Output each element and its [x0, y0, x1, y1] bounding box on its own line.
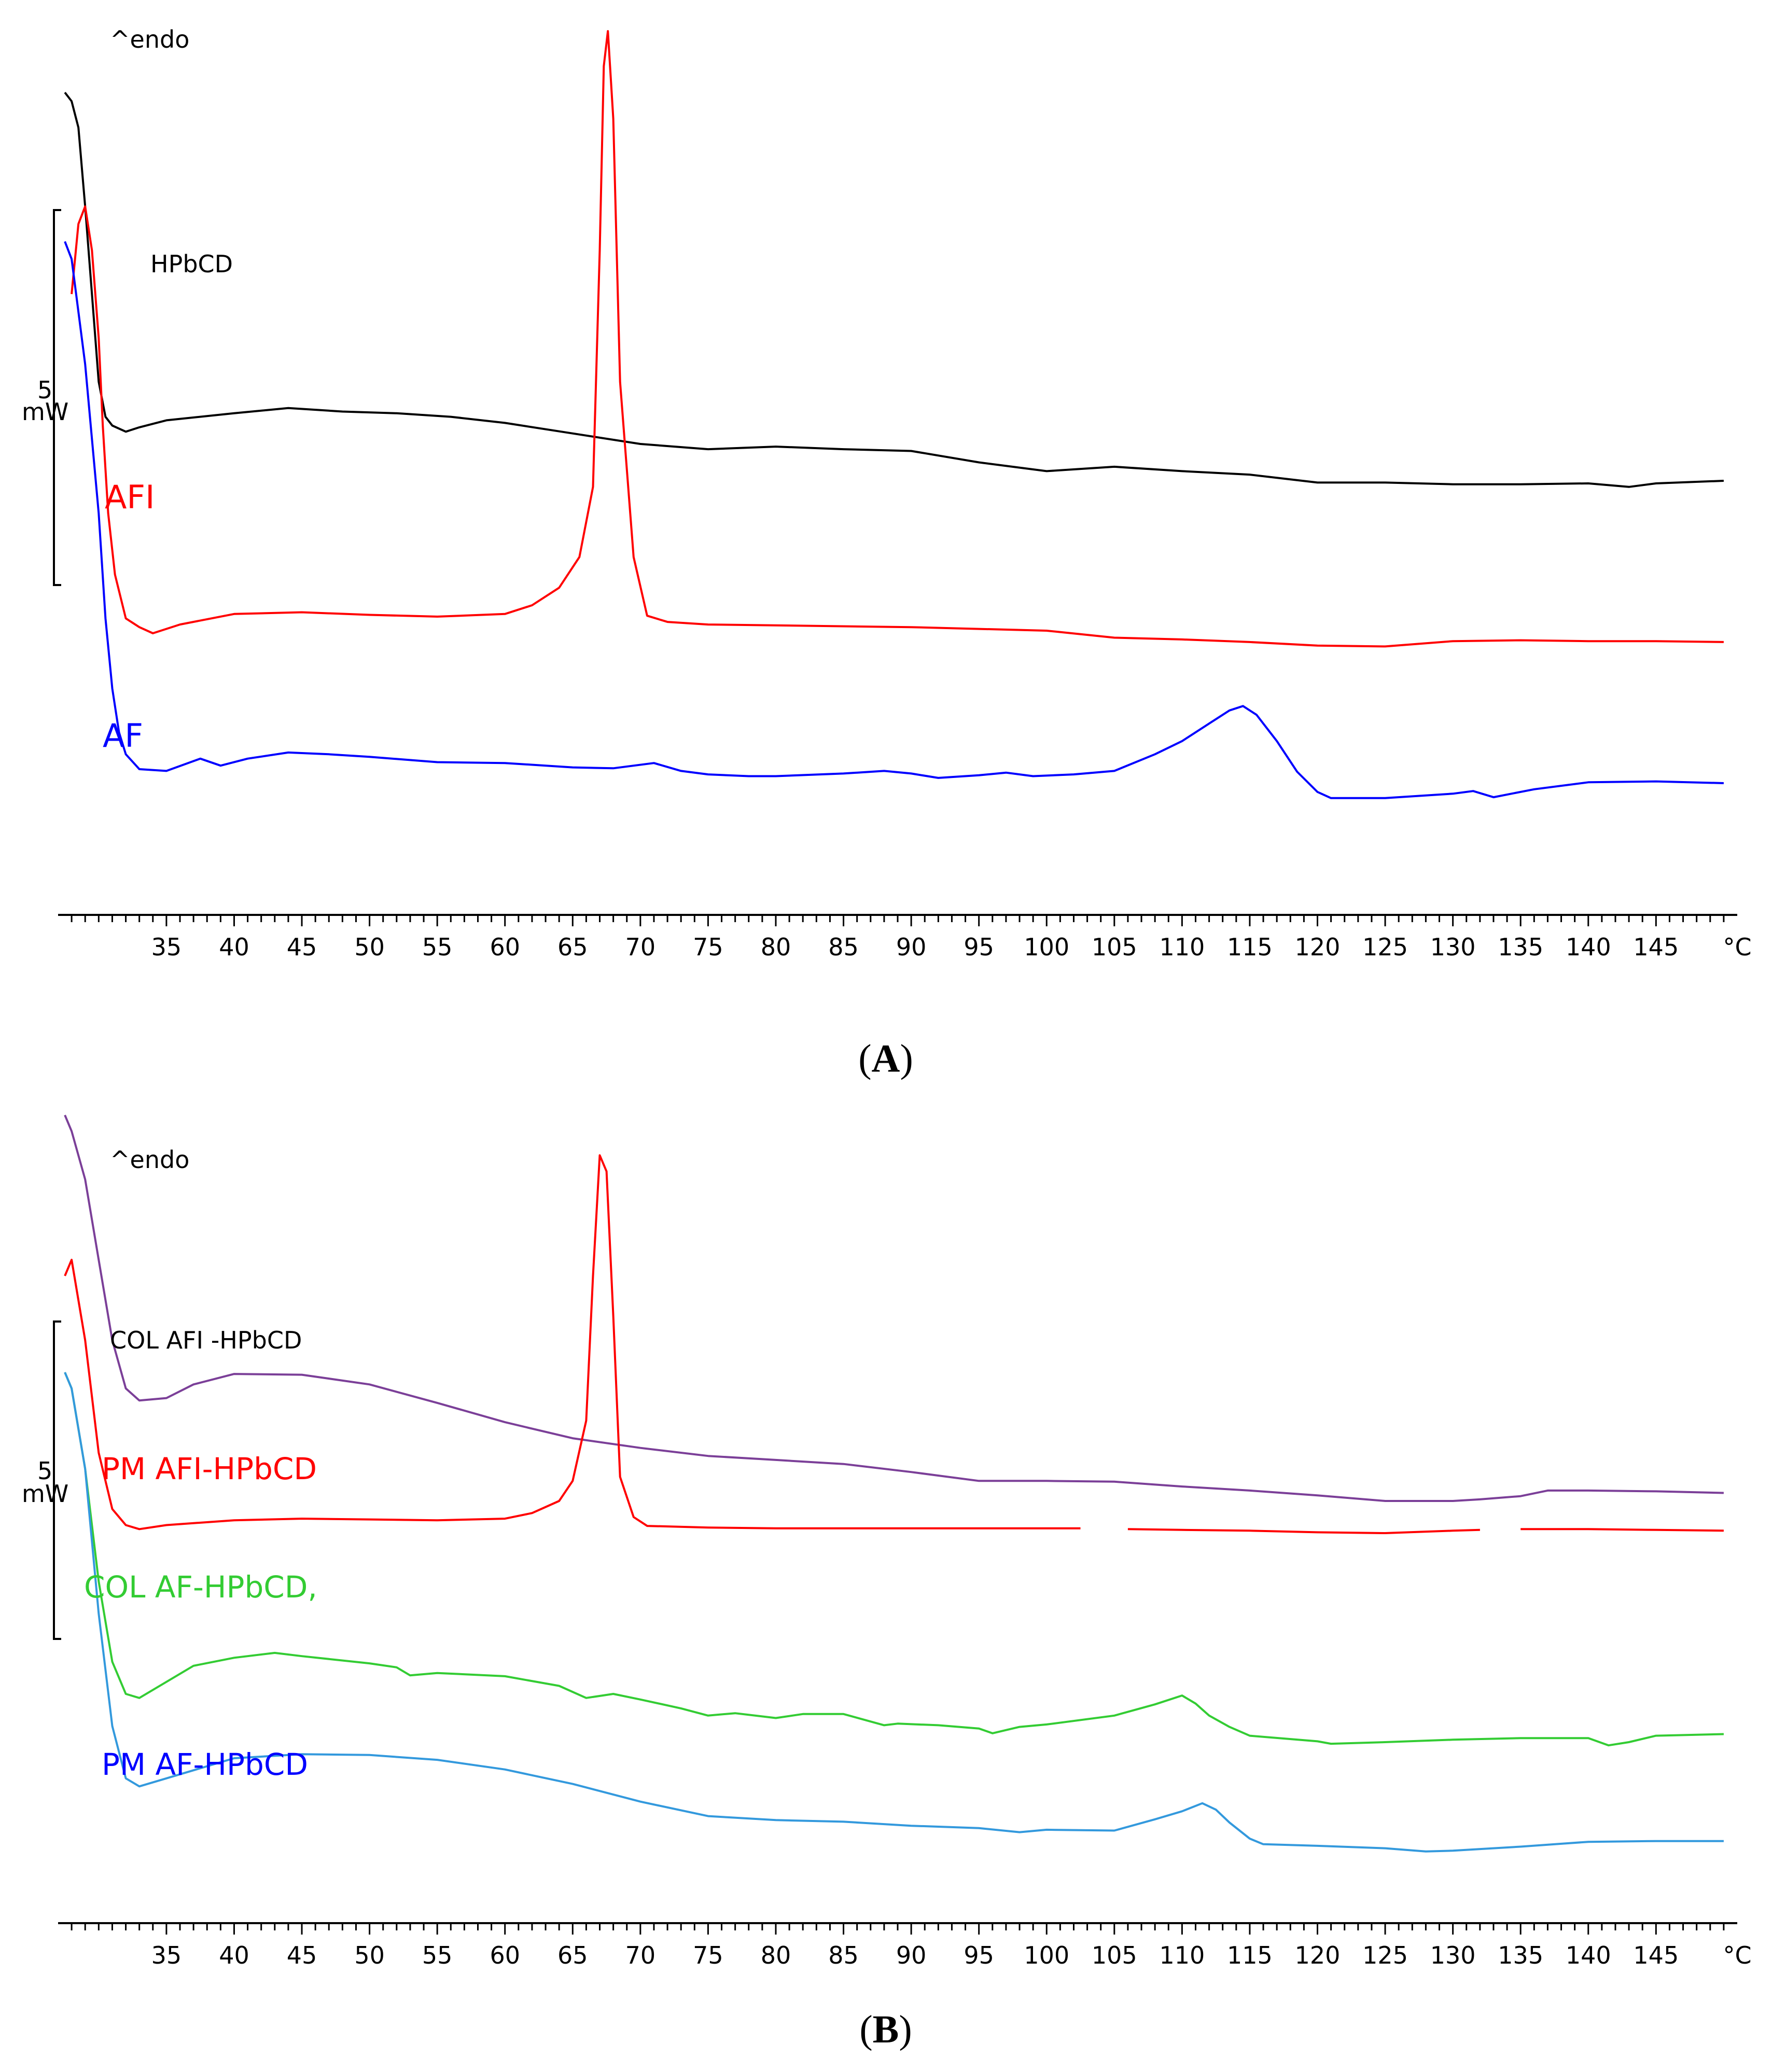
panel-a-tick-label-70: 70: [625, 933, 656, 961]
panel-a-tick-label-130: 130: [1430, 933, 1476, 961]
panel-a-caption: (A): [858, 1037, 913, 1080]
panel-b-series-label-pm-afi-hpbcd: PM AFI-HPbCD: [102, 1451, 317, 1486]
panel-b-tick-label-65: 65: [557, 1941, 588, 1969]
panel-b-tick-label-120: 120: [1295, 1941, 1341, 1969]
panel-a-chart: ^endo 5 mW HPbCD AFI AF 35 40 45 50 55 60 65 70…: [22, 25, 1752, 1080]
panel-a-tick-label-40: 40: [219, 933, 249, 961]
panel-b-tick-label-85: 85: [828, 1941, 859, 1969]
panel-a-tick-label-60: 60: [490, 933, 520, 961]
panel-a-tick-label-80: 80: [761, 933, 791, 961]
panel-b-tick-label-135: 135: [1498, 1941, 1543, 1969]
panel-a-tick-label-45: 45: [287, 933, 317, 961]
panel-a-series-label-afi: AFI: [105, 478, 155, 516]
panel-a-tick-label-35: 35: [151, 933, 182, 961]
panel-b-series-label-col-af-hpbcd: COL AF-HPbCD,: [84, 1569, 317, 1605]
panel-b-series-group: [64, 1115, 1724, 1853]
panel-a-scale-bar: [53, 209, 61, 586]
panel-b-tick-label-90: 90: [896, 1941, 927, 1969]
panel-a-series-line-af: [64, 241, 1724, 799]
panel-b-tick-label-80: 80: [761, 1941, 791, 1969]
panel-a-tick-label-120: 120: [1295, 933, 1341, 961]
panel-b-endo-label: ^endo: [110, 1146, 189, 1174]
panel-b-scale-value: 5: [37, 1457, 52, 1485]
panel-b-tick-label-125: 125: [1362, 1941, 1408, 1969]
panel-a-tick-label-55: 55: [422, 933, 453, 961]
panel-a-tick-label-135: 135: [1498, 933, 1543, 961]
panel-a-tick-label-145: 145: [1633, 933, 1679, 961]
panel-b-x-ticks: 35 40 45 50 55 60 65 70 75 80 85 90 95 100 105 110 115 12…: [71, 1923, 1725, 1969]
panel-b-scale-unit: mW: [22, 1480, 68, 1508]
panel-a-x-unit: °C: [1723, 933, 1751, 961]
panel-b-caption-letter: B: [873, 2008, 899, 2051]
panel-b-chart: ^endo 5 mW COL AFI -HPbCD PM AFI-HPbCD C…: [22, 1115, 1752, 2051]
panel-a-tick-label-115: 115: [1227, 933, 1273, 961]
panel-b-tick-label-130: 130: [1430, 1941, 1476, 1969]
panel-b-tick-label-55: 55: [422, 1941, 453, 1969]
panel-a-tick-label-90: 90: [896, 933, 927, 961]
panel-a-tick-label-50: 50: [354, 933, 385, 961]
panel-b-tick-label-40: 40: [219, 1941, 249, 1969]
panel-b-tick-label-75: 75: [693, 1941, 723, 1969]
panel-b-series-label-col-afi-hpbcd: COL AFI -HPbCD: [110, 1326, 302, 1354]
panel-a-series-line-hpbcd: [64, 92, 1724, 488]
panel-b-tick-label-105: 105: [1092, 1941, 1137, 1969]
panel-a-scale-unit: mW: [22, 398, 68, 426]
panel-b-x-unit: °C: [1723, 1941, 1751, 1969]
panel-b-tick-label-145: 145: [1633, 1941, 1679, 1969]
panel-b-tick-label-50: 50: [354, 1941, 385, 1969]
panel-a-caption-letter: A: [872, 1037, 900, 1080]
panel-a-series-line-afi: [71, 30, 1724, 648]
panel-a-tick-label-125: 125: [1362, 933, 1408, 961]
panel-b-series-line-col-afi-hpbcd: [64, 1115, 1724, 1502]
panel-b-tick-label-110: 110: [1159, 1941, 1205, 1969]
panel-a-tick-label-140: 140: [1566, 933, 1611, 961]
panel-a-tick-label-75: 75: [693, 933, 723, 961]
panel-b-series-line-pm-afi-hpbcd: [64, 1154, 1724, 1534]
panel-a-tick-label-110: 110: [1159, 933, 1205, 961]
panel-a-tick-label-85: 85: [828, 933, 859, 961]
panel-b-tick-label-70: 70: [625, 1941, 656, 1969]
panel-b-tick-label-35: 35: [151, 1941, 182, 1969]
panel-b-tick-label-140: 140: [1566, 1941, 1611, 1969]
panel-a-tick-label-100: 100: [1024, 933, 1069, 961]
panel-a-scale-value: 5: [37, 376, 52, 404]
panel-a-x-ticks: 35 40 45 50 55 60 65 70 75 80 85 90 95 100 105 110 115 12…: [71, 915, 1725, 961]
panel-b-series-line-col-af-hpbcd: [64, 1372, 1724, 1747]
panel-a-tick-label-105: 105: [1092, 933, 1137, 961]
panel-a-series-label-hpbcd: HPbCD: [150, 250, 233, 278]
panel-b-tick-label-100: 100: [1024, 1941, 1069, 1969]
panel-b-tick-label-95: 95: [964, 1941, 994, 1969]
panel-b-scale-bar: [53, 1320, 61, 1640]
panel-b-tick-label-45: 45: [287, 1941, 317, 1969]
panel-a-tick-label-95: 95: [964, 933, 994, 961]
panel-b-series-line-pm-af-hpbcd: [64, 1372, 1724, 1853]
panel-b-tick-label-60: 60: [490, 1941, 520, 1969]
panel-a-endo-label: ^endo: [110, 25, 189, 53]
panel-a-tick-label-65: 65: [557, 933, 588, 961]
panel-b-series-label-pm-af-hpbcd: PM AF-HPbCD: [102, 1747, 308, 1782]
panel-b-caption: (B): [859, 2008, 912, 2051]
panel-b-tick-label-115: 115: [1227, 1941, 1273, 1969]
panel-a-series-group: [64, 30, 1724, 799]
panel-a-series-label-af: AF: [103, 717, 143, 755]
